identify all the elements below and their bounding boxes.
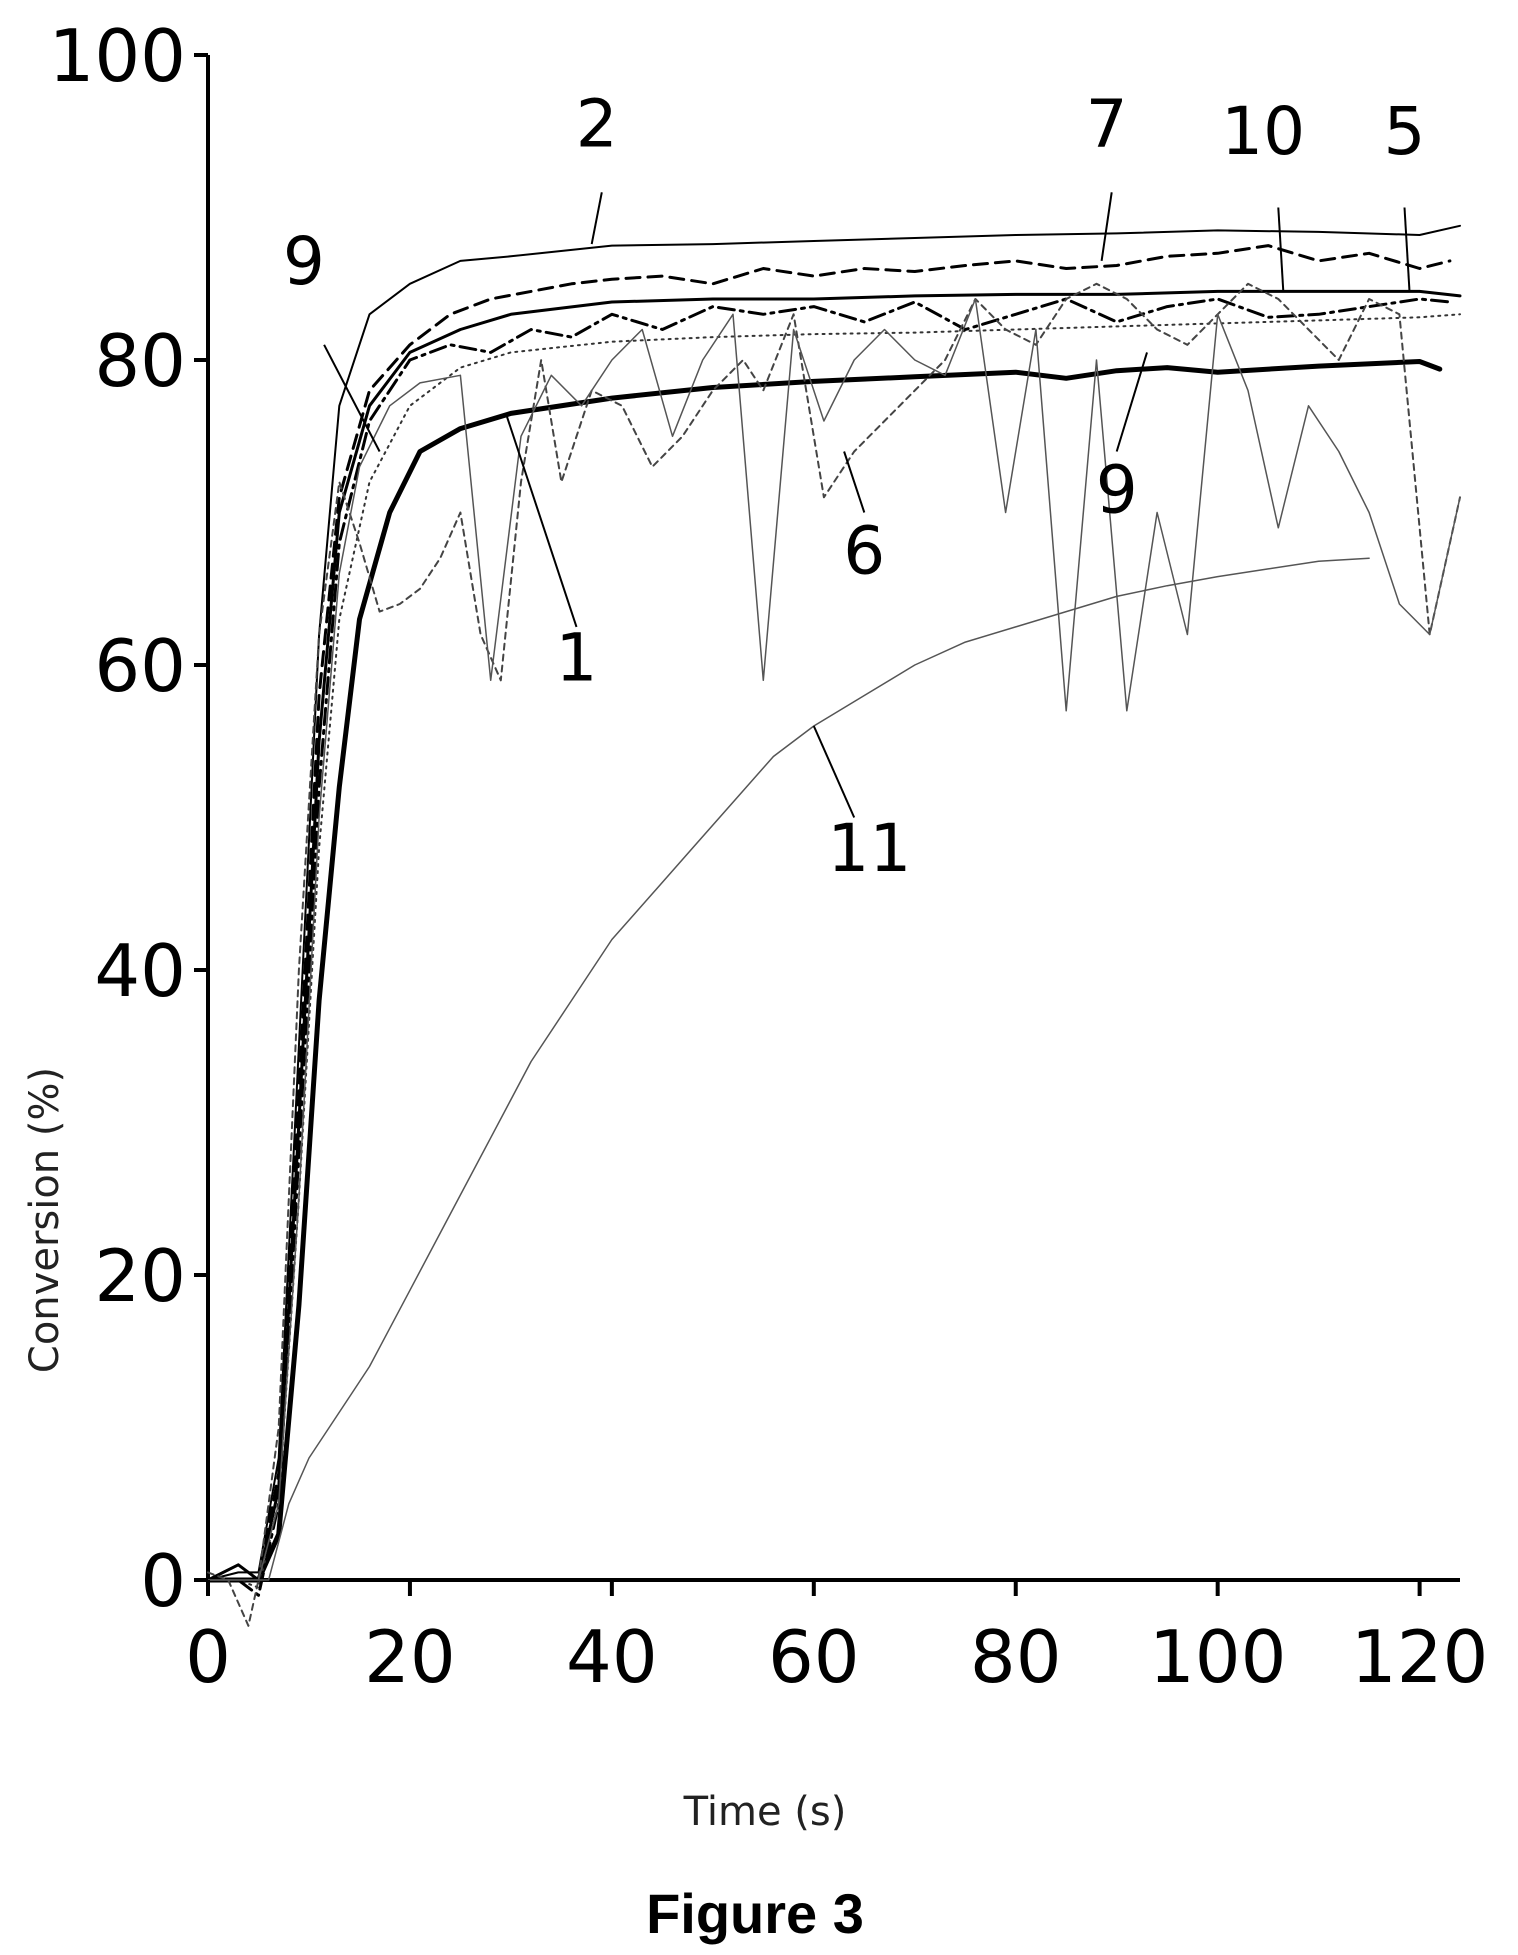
y-axis-title: Conversion (%) [22, 1067, 68, 1373]
x-tick-label: 20 [364, 1615, 456, 1699]
series-line-unlabeled-7 [207, 298, 1461, 1581]
callout-label: 7 [1086, 86, 1128, 163]
y-tick-label: 40 [94, 929, 186, 1013]
x-tick-label: 120 [1351, 1615, 1488, 1699]
callout-leader-line [1100, 192, 1113, 262]
series-layer [205, 224, 1462, 1627]
x-ticks: 0 20 40 60 80 100 120 [185, 1580, 1488, 1699]
callout-label: 6 [843, 513, 885, 590]
callout-9: 9 [1096, 352, 1148, 529]
x-tick-label: 0 [185, 1615, 231, 1699]
callout-leader-line [1403, 207, 1411, 292]
x-tick-label: 40 [566, 1615, 658, 1699]
callout-label: 2 [576, 86, 618, 163]
callout-7: 7 [1086, 86, 1128, 262]
callout-leader-line [590, 192, 603, 245]
callout-leader-line [843, 451, 866, 513]
callout-leader-line [504, 413, 578, 628]
callout-label: 10 [1221, 93, 1305, 170]
x-tick-label: 60 [768, 1615, 860, 1699]
callout-2: 2 [576, 86, 618, 245]
callout-leader-line [1277, 207, 1285, 292]
callout-label: 9 [283, 223, 325, 300]
callout-leader-line [323, 344, 381, 452]
x-tick-label: 80 [970, 1615, 1062, 1699]
y-tick-label: 80 [94, 319, 186, 403]
series-line-11-8 [207, 557, 1370, 1581]
callout-9: 9 [283, 223, 381, 452]
y-tick-label: 20 [94, 1234, 186, 1318]
figure-caption: Figure 3 [646, 1882, 864, 1945]
callout-10: 10 [1221, 93, 1305, 292]
x-axis-title: Time (s) [683, 1789, 847, 1835]
callout-label: 5 [1383, 93, 1425, 170]
y-tick-label: 100 [49, 14, 186, 98]
callout-label: 11 [827, 810, 911, 887]
series-line-10-6 [207, 282, 1461, 1627]
y-ticks: 0 20 40 60 80 100 [49, 14, 208, 1623]
callout-leader-line [1115, 352, 1148, 452]
callout-11: 11 [812, 725, 911, 887]
callout-leader-line [812, 725, 856, 818]
y-tick-label: 60 [94, 624, 186, 708]
series-line-5-2 [206, 289, 1462, 1582]
callout-label: 9 [1096, 452, 1138, 529]
series-line-1-0 [205, 359, 1443, 1583]
y-tick-label: 0 [140, 1539, 186, 1623]
x-tick-label: 100 [1149, 1615, 1286, 1699]
axes [206, 55, 1460, 1582]
series-line-2-1 [207, 224, 1461, 1581]
callout-label: 1 [556, 619, 598, 696]
series-line-7-4 [206, 244, 1452, 1582]
series-line-9-5 [206, 297, 1452, 1597]
callout-6: 6 [843, 451, 885, 590]
callout-5: 5 [1383, 93, 1425, 292]
callout-1: 1 [504, 413, 598, 696]
